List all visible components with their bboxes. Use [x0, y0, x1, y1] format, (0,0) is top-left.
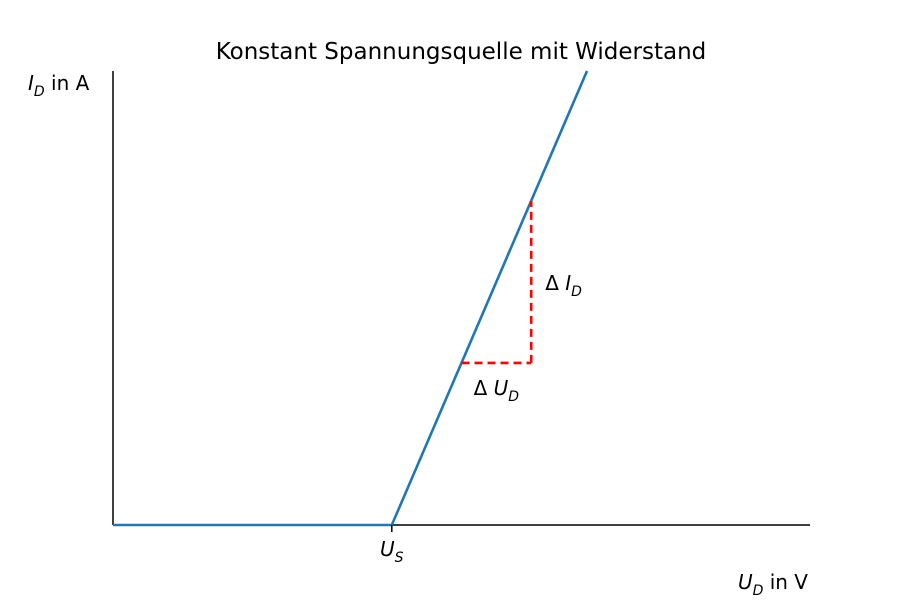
delta-u-label: Δ UD	[474, 376, 520, 405]
y-axis-label: ID in A	[28, 71, 90, 100]
x-tick-label-0: US	[380, 537, 404, 566]
chart-title: Konstant Spannungsquelle mit Widerstand	[216, 39, 707, 65]
delta-i-label: Δ ID	[545, 271, 582, 300]
tick-layer: US	[380, 525, 404, 566]
slope-triangle: Δ UD Δ ID	[461, 200, 582, 405]
series-layer	[113, 70, 589, 527]
x-axis-label: UD in V	[738, 570, 808, 599]
series-line-0	[113, 70, 589, 527]
